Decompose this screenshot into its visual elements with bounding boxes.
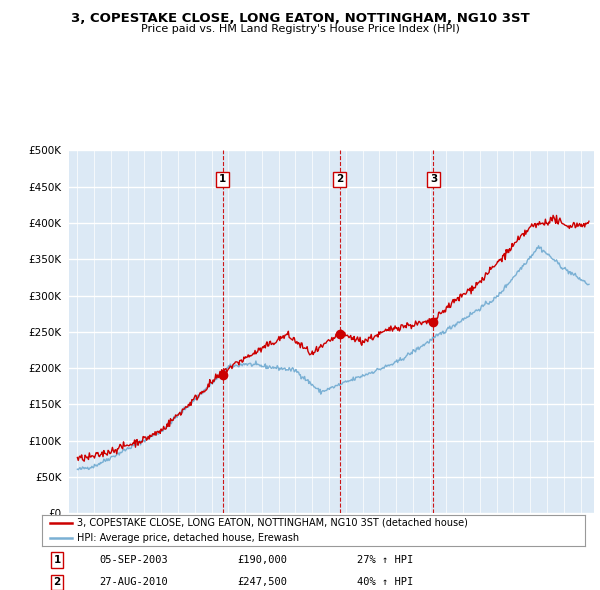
Text: 27% ↑ HPI: 27% ↑ HPI [357,555,413,565]
Text: 1: 1 [219,175,226,185]
Text: 2: 2 [336,175,344,185]
Text: 3, COPESTAKE CLOSE, LONG EATON, NOTTINGHAM, NG10 3ST (detached house): 3, COPESTAKE CLOSE, LONG EATON, NOTTINGH… [77,518,468,527]
Text: 3: 3 [430,175,437,185]
Text: £190,000: £190,000 [237,555,287,565]
Text: Price paid vs. HM Land Registry's House Price Index (HPI): Price paid vs. HM Land Registry's House … [140,24,460,34]
Text: 1: 1 [53,555,61,565]
Text: 05-SEP-2003: 05-SEP-2003 [99,555,168,565]
Text: 2: 2 [53,578,61,587]
Text: 40% ↑ HPI: 40% ↑ HPI [357,578,413,587]
Text: 27-AUG-2010: 27-AUG-2010 [99,578,168,587]
Text: £247,500: £247,500 [237,578,287,587]
Text: 3, COPESTAKE CLOSE, LONG EATON, NOTTINGHAM, NG10 3ST: 3, COPESTAKE CLOSE, LONG EATON, NOTTINGH… [71,12,529,25]
Text: HPI: Average price, detached house, Erewash: HPI: Average price, detached house, Erew… [77,533,299,543]
